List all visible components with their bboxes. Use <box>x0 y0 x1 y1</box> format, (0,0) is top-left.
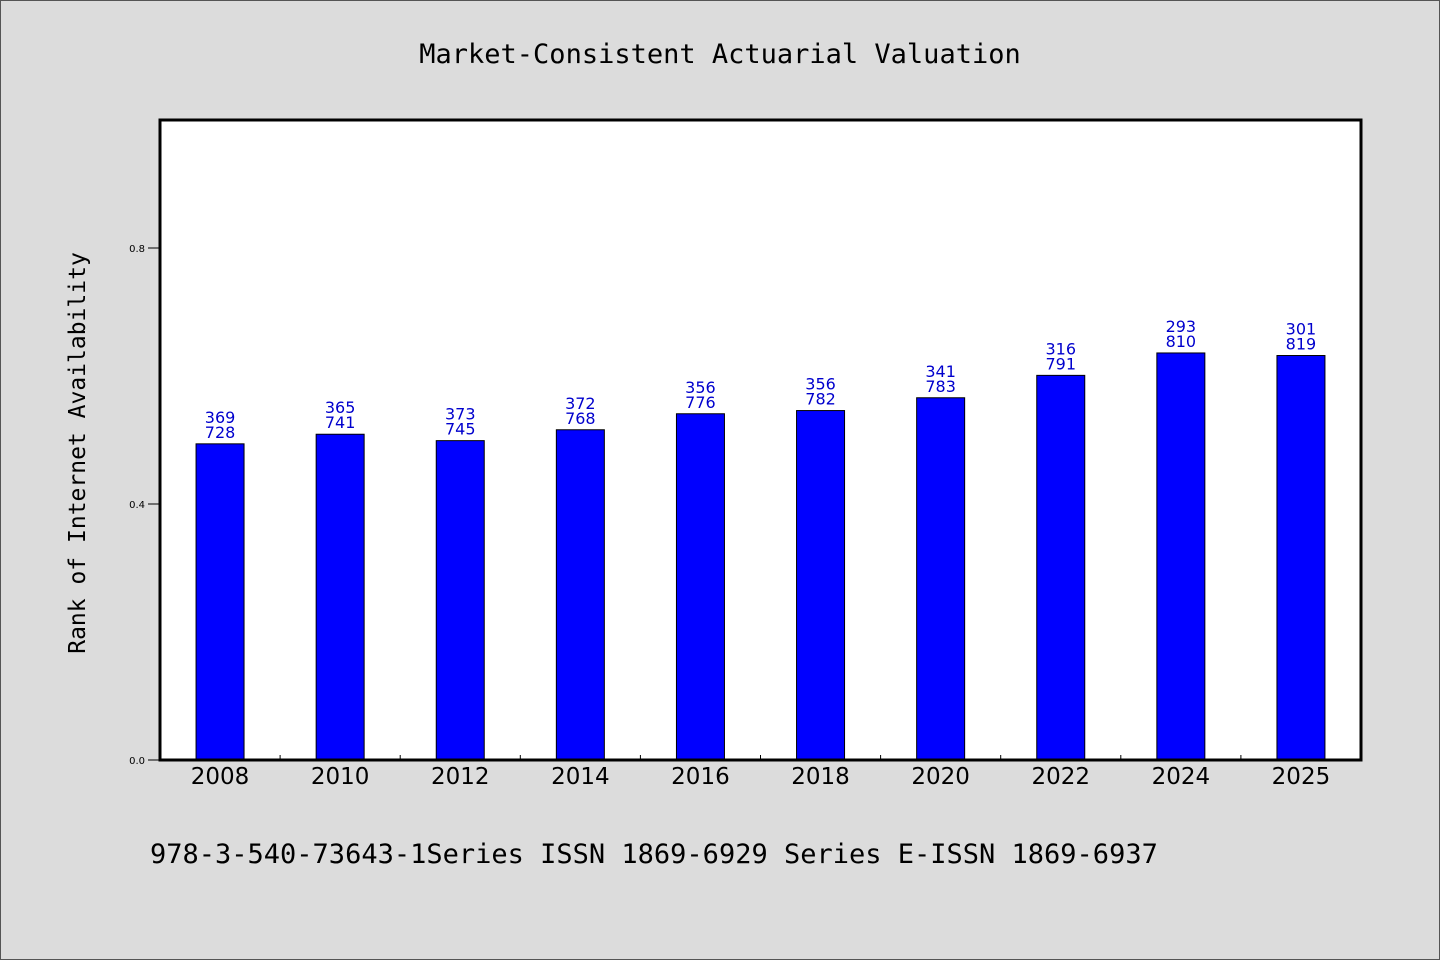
bar-2008 <box>195 443 245 761</box>
y-axis-label: Rank of Internet Availability <box>65 252 91 654</box>
bar-label-top-2024: 293 <box>1166 317 1197 336</box>
isbn-issn-footer: 978-3-540-73643-1Series ISSN 1869-6929 S… <box>150 839 1158 870</box>
x-tick-label-2008: 2008 <box>191 764 250 790</box>
bar-2010 <box>315 433 365 761</box>
bar-label-top-2022: 316 <box>1045 339 1076 358</box>
bar-label-bottom-2010: 741 <box>325 413 356 432</box>
bar-2012 <box>435 440 485 761</box>
x-tick-label-2024: 2024 <box>1152 764 1211 790</box>
x-tick-label-2010: 2010 <box>311 764 370 790</box>
bar-label-bottom-2020: 783 <box>925 377 956 396</box>
bar-2018 <box>796 410 846 761</box>
y-axis: 0.0 0.4 0.8 <box>129 244 160 767</box>
bar-label-top-2010: 365 <box>325 398 356 417</box>
y-tick-label-0.0: 0.0 <box>129 756 145 767</box>
bar-label-bottom-2008: 728 <box>205 423 236 442</box>
x-tick-label-2025: 2025 <box>1272 764 1331 790</box>
y-tick-label-0.4: 0.4 <box>129 500 145 511</box>
x-tick-label-2018: 2018 <box>791 764 850 790</box>
bar-label-top-2018: 356 <box>805 375 836 394</box>
y-tick-label-0.8: 0.8 <box>129 244 145 255</box>
x-tick-label-2014: 2014 <box>551 764 610 790</box>
bar-2025 <box>1276 355 1326 761</box>
bar-2016 <box>675 413 725 761</box>
bar-2022 <box>1036 374 1086 761</box>
bars-layer <box>195 352 1326 761</box>
x-axis: 2008 2010 2012 2014 2016 2018 2020 2022 2024 2025 <box>191 755 1330 790</box>
bar-label-bottom-2022: 791 <box>1045 354 1076 373</box>
bar-label-top-2020: 341 <box>925 362 956 381</box>
x-tick-label-2022: 2022 <box>1031 764 1090 790</box>
bar-2014 <box>555 429 605 761</box>
bar-label-bottom-2024: 810 <box>1166 332 1197 351</box>
x-tick-label-2016: 2016 <box>671 764 730 790</box>
bar-label-bottom-2016: 776 <box>685 393 716 412</box>
plot-frame <box>158 118 1363 762</box>
bar-label-top-2014: 372 <box>565 394 596 413</box>
x-tick-label-2020: 2020 <box>911 764 970 790</box>
bar-label-bottom-2025: 819 <box>1286 335 1317 354</box>
bar-label-top-2016: 356 <box>685 378 716 397</box>
bar-label-top-2012: 373 <box>445 405 476 424</box>
bar-label-top-2008: 369 <box>205 408 236 427</box>
bar-label-bottom-2018: 782 <box>805 390 836 409</box>
chart-title: Market-Consistent Actuarial Valuation <box>419 39 1020 70</box>
x-tick-label-2012: 2012 <box>431 764 490 790</box>
bar-2020 <box>916 397 966 761</box>
bar-label-top-2025: 301 <box>1286 320 1317 339</box>
bar-label-bottom-2012: 745 <box>445 420 476 439</box>
bar-label-bottom-2014: 768 <box>565 409 596 428</box>
bar-2024 <box>1156 352 1206 761</box>
